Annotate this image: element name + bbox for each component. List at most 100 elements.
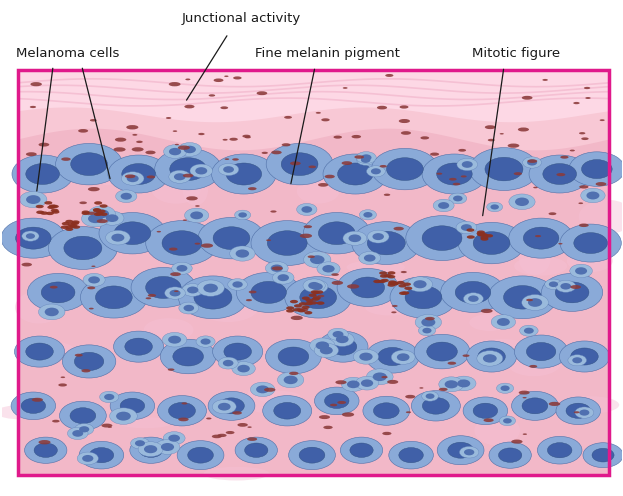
Ellipse shape: [311, 283, 323, 290]
Ellipse shape: [229, 138, 238, 141]
Ellipse shape: [377, 106, 387, 110]
Ellipse shape: [426, 393, 434, 399]
Ellipse shape: [26, 164, 59, 185]
Ellipse shape: [144, 445, 157, 453]
Ellipse shape: [477, 233, 485, 237]
Ellipse shape: [519, 391, 530, 395]
Ellipse shape: [201, 338, 211, 345]
Ellipse shape: [168, 369, 174, 371]
Ellipse shape: [65, 228, 74, 231]
Ellipse shape: [270, 210, 277, 213]
Ellipse shape: [249, 291, 257, 294]
Ellipse shape: [422, 397, 449, 414]
Ellipse shape: [313, 296, 321, 300]
Ellipse shape: [570, 264, 592, 278]
Ellipse shape: [145, 151, 156, 154]
Ellipse shape: [404, 287, 412, 290]
Ellipse shape: [14, 336, 65, 367]
Ellipse shape: [31, 82, 42, 86]
Ellipse shape: [464, 339, 537, 364]
Ellipse shape: [26, 233, 35, 239]
Ellipse shape: [303, 251, 331, 268]
Ellipse shape: [179, 302, 199, 314]
Ellipse shape: [485, 125, 495, 129]
Ellipse shape: [317, 262, 340, 276]
Ellipse shape: [239, 212, 247, 218]
Ellipse shape: [361, 154, 371, 161]
Ellipse shape: [526, 342, 556, 361]
Ellipse shape: [297, 203, 317, 216]
Ellipse shape: [535, 235, 541, 237]
Ellipse shape: [22, 231, 39, 241]
Ellipse shape: [226, 431, 234, 434]
Ellipse shape: [146, 176, 155, 179]
Ellipse shape: [579, 224, 589, 227]
Ellipse shape: [151, 173, 201, 204]
Ellipse shape: [477, 351, 503, 366]
Ellipse shape: [464, 293, 483, 305]
Ellipse shape: [390, 282, 398, 286]
Ellipse shape: [163, 332, 187, 347]
Ellipse shape: [156, 231, 161, 233]
Ellipse shape: [579, 132, 586, 134]
Ellipse shape: [65, 225, 73, 229]
Ellipse shape: [388, 283, 396, 287]
Ellipse shape: [357, 155, 374, 165]
Ellipse shape: [388, 271, 396, 275]
Ellipse shape: [203, 284, 218, 293]
Ellipse shape: [26, 195, 40, 204]
Ellipse shape: [209, 94, 215, 97]
Ellipse shape: [173, 347, 204, 366]
Ellipse shape: [579, 185, 589, 188]
Ellipse shape: [366, 340, 419, 373]
Ellipse shape: [533, 186, 538, 188]
Ellipse shape: [267, 231, 307, 255]
Ellipse shape: [427, 342, 457, 361]
Ellipse shape: [526, 299, 533, 301]
Ellipse shape: [116, 190, 137, 202]
Ellipse shape: [364, 254, 376, 261]
Ellipse shape: [568, 355, 587, 366]
Ellipse shape: [88, 276, 100, 284]
Ellipse shape: [277, 372, 304, 388]
Ellipse shape: [51, 205, 59, 208]
Ellipse shape: [242, 135, 250, 138]
Ellipse shape: [574, 411, 579, 413]
Ellipse shape: [543, 79, 548, 81]
Ellipse shape: [359, 210, 376, 220]
Ellipse shape: [21, 398, 45, 414]
Ellipse shape: [569, 150, 575, 151]
Ellipse shape: [559, 341, 609, 372]
Ellipse shape: [316, 112, 321, 114]
Ellipse shape: [318, 222, 355, 245]
Ellipse shape: [351, 135, 361, 138]
Ellipse shape: [115, 137, 126, 142]
Ellipse shape: [32, 398, 43, 402]
Ellipse shape: [166, 117, 171, 119]
Ellipse shape: [573, 102, 579, 104]
Ellipse shape: [488, 139, 495, 141]
Ellipse shape: [371, 148, 439, 190]
Ellipse shape: [173, 130, 177, 132]
Ellipse shape: [178, 142, 201, 156]
Ellipse shape: [136, 141, 143, 143]
Ellipse shape: [125, 175, 135, 178]
Ellipse shape: [498, 448, 522, 462]
Ellipse shape: [538, 436, 582, 464]
Ellipse shape: [373, 233, 384, 240]
Ellipse shape: [299, 447, 325, 463]
Ellipse shape: [381, 279, 389, 282]
Ellipse shape: [237, 365, 250, 372]
Ellipse shape: [330, 404, 337, 406]
Ellipse shape: [596, 182, 606, 186]
Ellipse shape: [515, 197, 529, 206]
Ellipse shape: [87, 212, 96, 215]
Ellipse shape: [373, 403, 399, 419]
Ellipse shape: [88, 206, 115, 222]
Ellipse shape: [478, 348, 505, 365]
Ellipse shape: [316, 341, 329, 350]
Ellipse shape: [459, 149, 466, 152]
Ellipse shape: [306, 280, 328, 293]
Ellipse shape: [206, 418, 211, 420]
Ellipse shape: [352, 222, 421, 264]
